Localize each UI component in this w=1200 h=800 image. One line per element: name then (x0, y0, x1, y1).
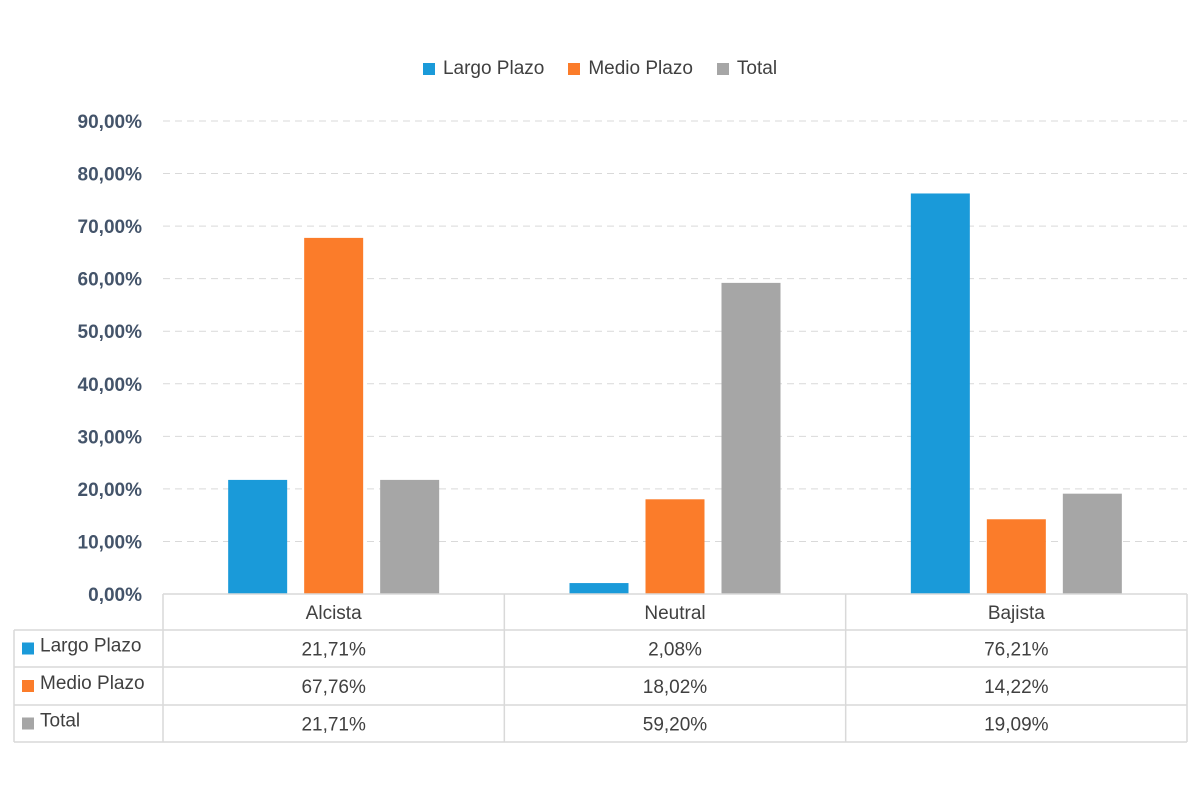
category-label: Alcista (306, 603, 362, 624)
bar (645, 499, 705, 594)
legend-swatch-largo-plazo (422, 63, 435, 75)
data-label: 59,20% (643, 715, 708, 736)
legend-item-medio-plazo: Medio Plazo (568, 58, 693, 80)
data-label: 19,09% (984, 715, 1049, 736)
y-tick-label: 20,00% (78, 480, 143, 501)
y-tick-label: 40,00% (78, 375, 143, 396)
bar (380, 479, 440, 594)
legend-label-total: Total (736, 58, 778, 79)
data-label: 2,08% (648, 640, 702, 661)
y-tick-label: 70,00% (78, 217, 143, 238)
category-label: Bajista (988, 603, 1045, 624)
table-series-name: Total (40, 711, 80, 732)
legend-label-largo-plazo: Largo Plazo (442, 58, 545, 79)
bar (569, 583, 629, 594)
legend-swatch-medio-plazo (568, 63, 581, 75)
data-label: 21,71% (301, 715, 366, 736)
data-label: 21,71% (301, 640, 366, 661)
y-tick-label: 30,00% (78, 427, 143, 448)
bar (721, 282, 781, 594)
bar (910, 193, 970, 594)
legend-item-total: Total (716, 58, 778, 80)
bar (986, 519, 1046, 594)
table-series-name: Largo Plazo (40, 636, 141, 657)
category-label: Neutral (644, 603, 705, 624)
bar (228, 479, 288, 594)
table-legend-key (22, 717, 34, 730)
y-tick-label: 80,00% (78, 165, 143, 186)
legend-label-medio-plazo: Medio Plazo (588, 58, 693, 79)
y-tick-label: 10,00% (78, 532, 143, 553)
y-tick-label: 50,00% (78, 322, 143, 343)
y-tick-label: 90,00% (78, 112, 143, 133)
legend-swatch-total (716, 63, 729, 75)
y-tick-label: 60,00% (78, 270, 143, 291)
legend: Largo Plazo Medio Plazo Total (0, 58, 1200, 80)
table-legend-key (22, 680, 34, 692)
bar (1062, 493, 1122, 594)
table-series-name: Medio Plazo (40, 673, 145, 694)
data-label: 67,76% (301, 677, 366, 698)
table-legend-key (22, 642, 34, 655)
data-label: 76,21% (984, 640, 1049, 661)
bar (304, 237, 364, 595)
legend-item-largo-plazo: Largo Plazo (422, 58, 545, 80)
y-tick-label: 0,00% (88, 585, 142, 606)
data-label: 18,02% (643, 677, 708, 698)
data-label: 14,22% (984, 677, 1049, 698)
